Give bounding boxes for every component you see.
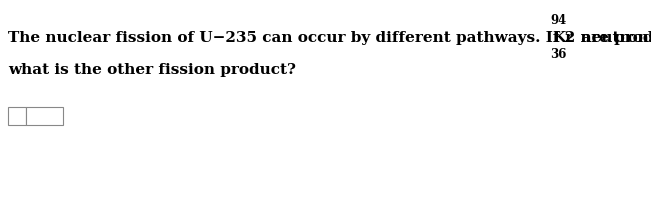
Text: Kr: Kr (552, 31, 574, 45)
Text: what is the other fission product?: what is the other fission product? (8, 63, 296, 77)
Text: 36: 36 (550, 48, 566, 60)
Text: 94: 94 (550, 14, 566, 26)
Text: The nuclear fission of U−235 can occur by different pathways. If 2 neutrons and: The nuclear fission of U−235 can occur b… (8, 31, 651, 45)
Bar (8, 107, 26, 125)
Text: are produced,: are produced, (576, 31, 651, 45)
Bar (26, 107, 63, 125)
